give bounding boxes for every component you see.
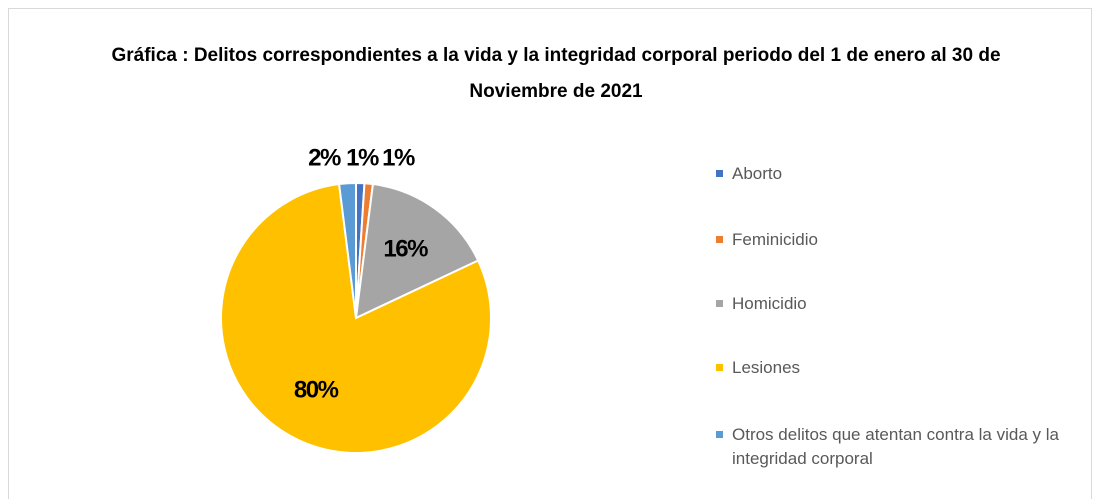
legend-label: Otros delitos que atentan contra la vida… (732, 425, 1059, 468)
legend-label: Feminicidio (732, 230, 818, 249)
legend-label: Lesiones (732, 358, 801, 377)
legend-swatch (716, 364, 723, 371)
legend-label: Homicidio (732, 294, 807, 313)
legend-swatch (716, 170, 723, 177)
data-label: 1% (346, 144, 379, 171)
legend-label: Aborto (732, 164, 783, 183)
data-label: 1% (382, 144, 415, 171)
chart-frame (8, 8, 1092, 499)
data-label: 80% (294, 377, 339, 404)
pie-slice (220, 182, 492, 454)
legend-swatch (716, 300, 723, 307)
data-label: 2% (308, 144, 341, 171)
chart-title: Gráfica : Delitos correspondientes a la … (111, 45, 1001, 102)
pie-slice (354, 182, 480, 320)
legend-swatch (716, 236, 723, 243)
pie-slice (337, 181, 357, 319)
legend-swatch (716, 431, 723, 438)
data-label: 16% (383, 236, 428, 263)
